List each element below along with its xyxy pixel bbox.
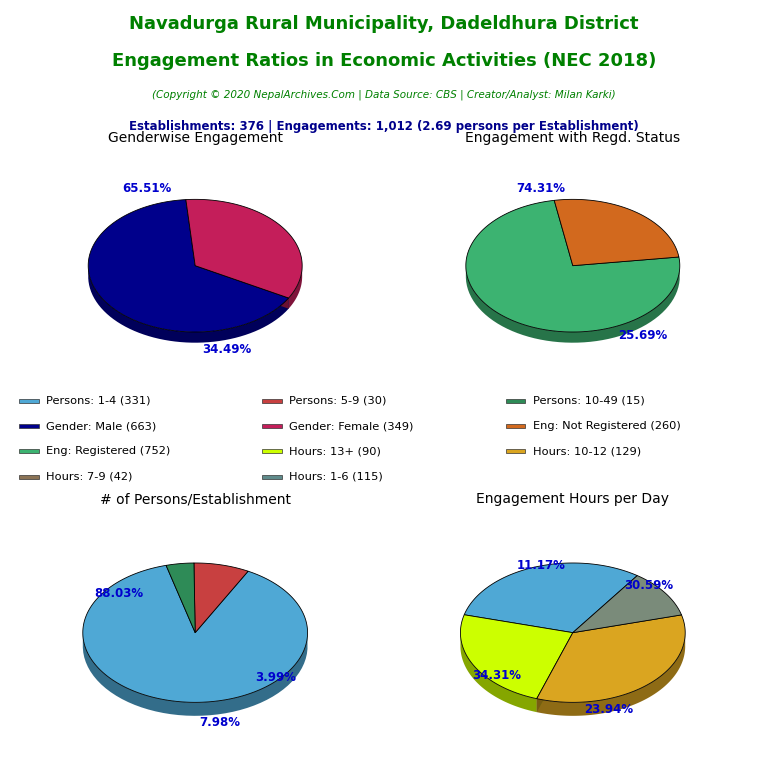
Polygon shape [289,266,302,309]
FancyBboxPatch shape [505,424,525,428]
Polygon shape [464,563,637,633]
Title: Engagement with Regd. Status: Engagement with Regd. Status [465,131,680,145]
Polygon shape [88,267,289,343]
Text: Establishments: 376 | Engagements: 1,012 (2.69 persons per Establishment): Establishments: 376 | Engagements: 1,012… [129,121,639,134]
FancyBboxPatch shape [19,475,38,478]
Text: 34.49%: 34.49% [203,343,252,356]
Text: Eng: Not Registered (260): Eng: Not Registered (260) [533,421,680,431]
Text: 3.99%: 3.99% [256,671,296,684]
Text: Engagement Ratios in Economic Activities (NEC 2018): Engagement Ratios in Economic Activities… [112,52,656,71]
Polygon shape [466,200,680,332]
Text: 88.03%: 88.03% [94,587,144,600]
Polygon shape [537,634,685,716]
Polygon shape [554,200,679,266]
Text: Persons: 5-9 (30): Persons: 5-9 (30) [290,396,387,406]
FancyBboxPatch shape [19,424,38,428]
Polygon shape [83,565,307,703]
Text: Navadurga Rural Municipality, Dadeldhura District: Navadurga Rural Municipality, Dadeldhura… [129,15,639,33]
Polygon shape [573,575,681,633]
Text: Gender: Female (349): Gender: Female (349) [290,421,414,431]
Polygon shape [537,615,685,703]
Text: 34.31%: 34.31% [472,669,521,682]
Text: Hours: 1-6 (115): Hours: 1-6 (115) [290,472,383,482]
Polygon shape [186,200,302,298]
Polygon shape [466,267,680,343]
Polygon shape [537,633,573,712]
FancyBboxPatch shape [263,399,282,402]
Polygon shape [194,563,248,633]
Polygon shape [166,563,195,633]
FancyBboxPatch shape [505,399,525,402]
Text: Persons: 10-49 (15): Persons: 10-49 (15) [533,396,644,406]
Polygon shape [195,266,289,309]
Text: 65.51%: 65.51% [122,182,172,195]
Text: 23.94%: 23.94% [584,703,634,716]
Polygon shape [461,614,573,699]
Text: Hours: 13+ (90): Hours: 13+ (90) [290,446,381,456]
Text: Persons: 1-4 (331): Persons: 1-4 (331) [46,396,151,406]
Title: Genderwise Engagement: Genderwise Engagement [108,131,283,145]
FancyBboxPatch shape [19,399,38,402]
FancyBboxPatch shape [19,449,38,453]
Title: Engagement Hours per Day: Engagement Hours per Day [476,492,670,506]
Polygon shape [88,200,289,332]
Polygon shape [195,266,289,309]
Polygon shape [537,633,573,712]
Text: Eng: Registered (752): Eng: Registered (752) [46,446,170,456]
Polygon shape [461,633,537,712]
Text: Gender: Male (663): Gender: Male (663) [46,421,156,431]
Text: 25.69%: 25.69% [617,329,667,342]
Text: 30.59%: 30.59% [624,579,674,592]
FancyBboxPatch shape [263,449,282,453]
Title: # of Persons/Establishment: # of Persons/Establishment [100,492,290,506]
Text: Hours: 10-12 (129): Hours: 10-12 (129) [533,446,641,456]
FancyBboxPatch shape [263,424,282,428]
Text: 74.31%: 74.31% [516,182,565,195]
FancyBboxPatch shape [505,449,525,453]
FancyBboxPatch shape [263,475,282,478]
Text: (Copyright © 2020 NepalArchives.Com | Data Source: CBS | Creator/Analyst: Milan : (Copyright © 2020 NepalArchives.Com | Da… [152,90,616,100]
Text: Hours: 7-9 (42): Hours: 7-9 (42) [46,472,132,482]
Polygon shape [83,634,307,716]
Text: 11.17%: 11.17% [517,559,566,571]
Text: 7.98%: 7.98% [200,716,240,729]
